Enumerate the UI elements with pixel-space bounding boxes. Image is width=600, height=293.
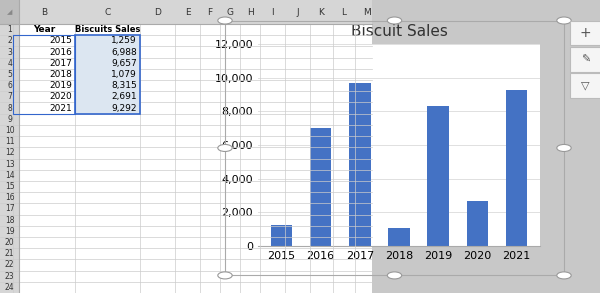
Text: 5: 5	[7, 70, 12, 79]
Text: 2016: 2016	[49, 47, 72, 57]
Text: 6: 6	[7, 81, 12, 90]
Bar	[388, 228, 410, 246]
Bar	[506, 90, 527, 246]
Text: M: M	[362, 8, 370, 16]
Text: 2015: 2015	[49, 36, 72, 45]
Text: 9,657: 9,657	[111, 59, 137, 68]
Text: 15: 15	[5, 182, 14, 191]
Text: K: K	[319, 8, 325, 16]
Bar	[427, 106, 449, 246]
Text: 4: 4	[7, 59, 12, 68]
Title: Biscuit Sales: Biscuit Sales	[350, 24, 448, 39]
Text: 1: 1	[7, 25, 12, 34]
Text: 20: 20	[5, 238, 14, 247]
Text: 24: 24	[5, 283, 14, 292]
Bar	[349, 84, 371, 246]
Text: ◢: ◢	[7, 9, 12, 15]
Text: Year: Year	[33, 25, 55, 34]
Text: 2021: 2021	[49, 104, 72, 113]
Text: 22: 22	[5, 260, 14, 270]
Text: 14: 14	[5, 171, 14, 180]
Text: 17: 17	[5, 205, 14, 213]
Text: 7: 7	[7, 92, 12, 101]
Bar	[310, 128, 331, 246]
Text: 13: 13	[5, 160, 14, 168]
Text: 10: 10	[5, 126, 14, 135]
Text: F: F	[208, 8, 212, 16]
Text: 11: 11	[5, 137, 14, 146]
Text: +: +	[580, 26, 591, 40]
Text: 2020: 2020	[49, 92, 72, 101]
Text: G: G	[227, 8, 233, 16]
Text: I: I	[271, 8, 274, 16]
Text: Biscuits Sales: Biscuits Sales	[75, 25, 140, 34]
Text: E: E	[185, 8, 190, 16]
Text: 3: 3	[7, 47, 12, 57]
Text: C: C	[104, 8, 110, 16]
Text: 8,315: 8,315	[111, 81, 137, 90]
Text: H: H	[247, 8, 253, 16]
Text: 2: 2	[7, 36, 12, 45]
Text: 2017: 2017	[49, 59, 72, 68]
Text: ▽: ▽	[581, 81, 590, 91]
Text: L: L	[341, 8, 347, 16]
Text: ✎: ✎	[581, 54, 590, 64]
Text: 19: 19	[5, 227, 14, 236]
Text: D: D	[154, 8, 161, 16]
Text: 6,988: 6,988	[111, 47, 137, 57]
Text: 2,691: 2,691	[112, 92, 137, 101]
Bar	[467, 201, 488, 246]
Bar	[271, 225, 292, 246]
Text: 8: 8	[7, 104, 12, 113]
Text: J: J	[296, 8, 299, 16]
Text: 16: 16	[5, 193, 14, 202]
Text: 21: 21	[5, 249, 14, 258]
Text: 2018: 2018	[49, 70, 72, 79]
Text: 9: 9	[7, 115, 12, 124]
Text: 23: 23	[5, 272, 14, 281]
Text: 2019: 2019	[49, 81, 72, 90]
Text: 12: 12	[5, 149, 14, 157]
Text: 18: 18	[5, 216, 14, 225]
Text: 1,079: 1,079	[111, 70, 137, 79]
Text: 9,292: 9,292	[112, 104, 137, 113]
Text: B: B	[41, 8, 47, 16]
Text: 1,259: 1,259	[112, 36, 137, 45]
